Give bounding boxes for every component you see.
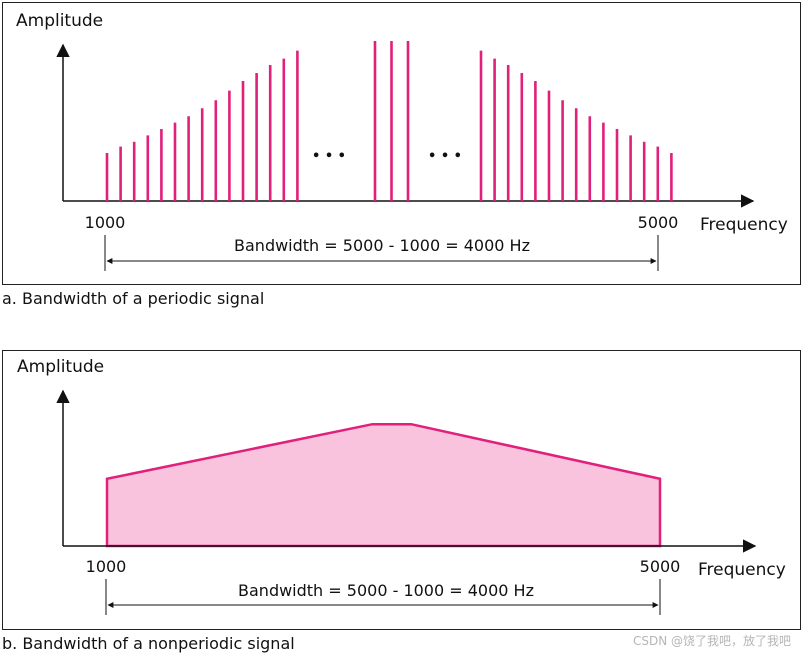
caption-periodic: a. Bandwidth of a periodic signal [2,289,265,308]
periodic-spectrum-diagram: Amplitude Frequency 1000 5000 Bandwidth … [16,11,788,271]
low-frequency-label: 1000 [86,557,127,576]
spectrum-area [105,422,662,548]
nonperiodic-signal-panel: Amplitude Frequency 1000 5000 Bandwidth … [2,350,801,630]
amplitude-label: Amplitude [17,357,104,377]
ellipsis-left: • • • [312,149,346,164]
spectral-lines [105,41,673,201]
nonperiodic-spectrum-diagram: Amplitude Frequency 1000 5000 Bandwidth … [17,357,786,615]
high-frequency-label: 5000 [640,557,681,576]
frequency-label: Frequency [698,560,786,580]
frequency-label: Frequency [700,215,788,235]
bandwidth-text: Bandwidth = 5000 - 1000 = 4000 Hz [238,581,534,600]
amplitude-label: Amplitude [16,11,103,31]
high-frequency-label: 5000 [638,213,679,232]
caption-nonperiodic: b. Bandwidth of a nonperiodic signal [2,634,295,653]
low-frequency-label: 1000 [85,213,126,232]
bandwidth-text: Bandwidth = 5000 - 1000 = 4000 Hz [234,236,530,255]
ellipsis-right: • • • [428,149,462,164]
watermark: CSDN @饶了我吧，放了我吧 [632,634,791,648]
periodic-signal-panel: Amplitude Frequency 1000 5000 Bandwidth … [2,2,801,285]
